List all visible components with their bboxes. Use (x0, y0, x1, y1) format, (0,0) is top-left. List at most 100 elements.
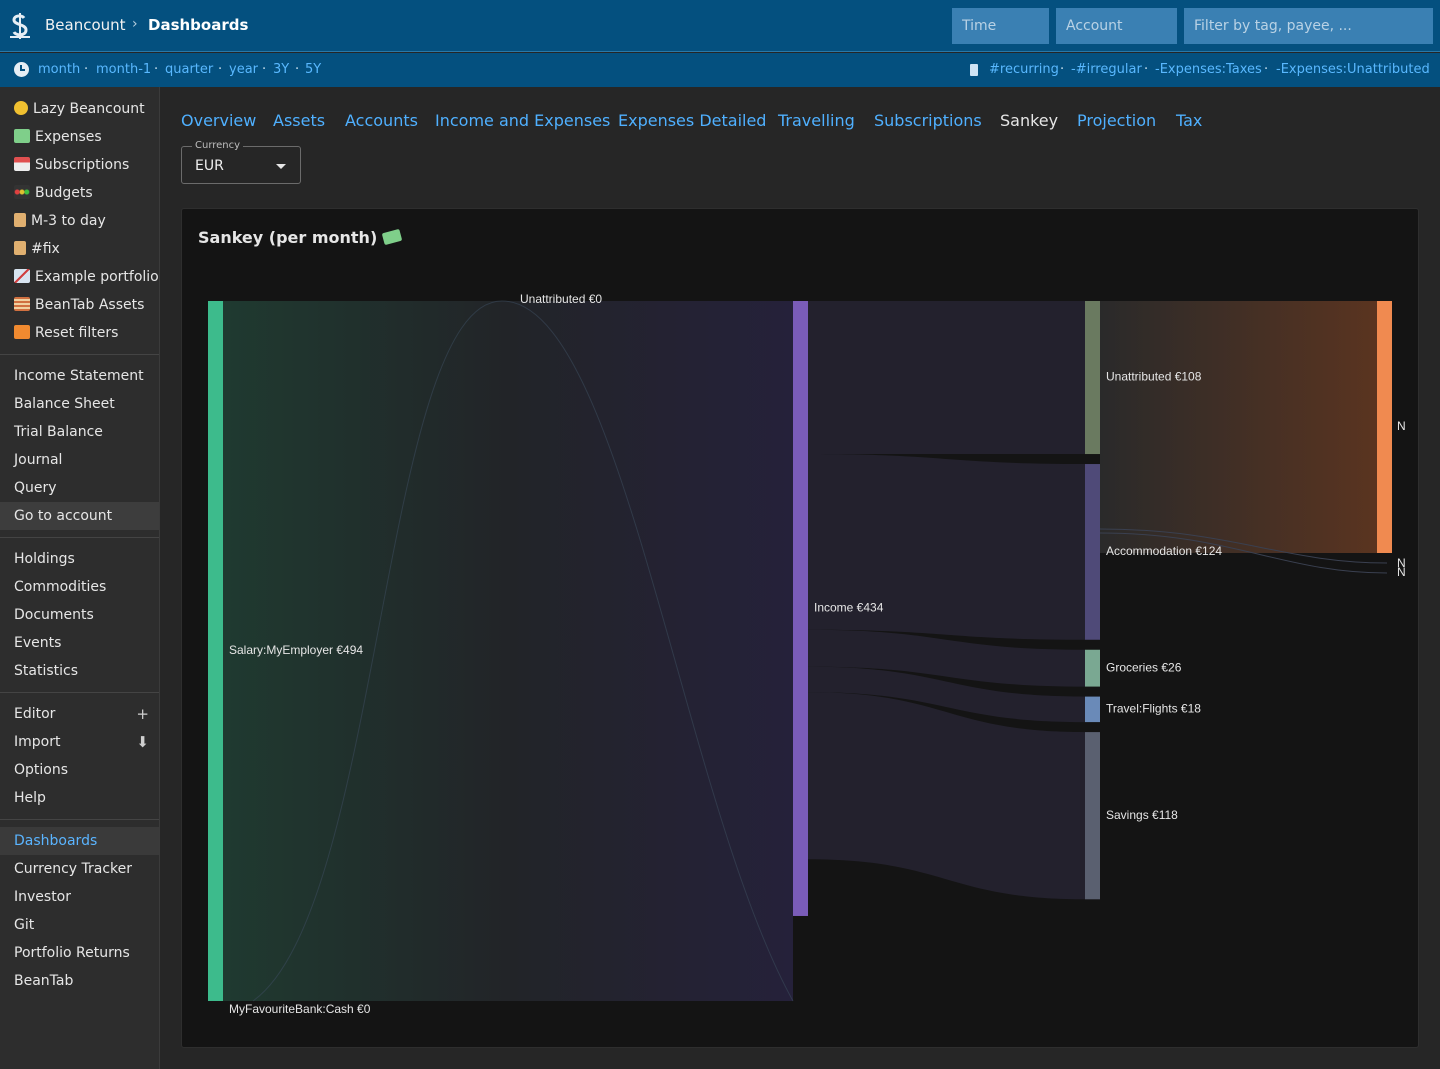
time-separator: · (84, 62, 89, 77)
sankey-label-travel: Travel:Flights €18 (1106, 702, 1201, 716)
page-title: Dashboards (148, 16, 249, 34)
tab-expenses-detailed[interactable]: Expenses Detailed (618, 111, 767, 130)
filter-link-expenses-unattributed[interactable]: -Expenses:Unattributed (1276, 62, 1430, 77)
sankey-link-thin (1099, 532, 1388, 574)
sidebar-item-git[interactable]: Git (14, 917, 35, 933)
sankey-link-income-savings (808, 692, 1085, 900)
filter-link-irregular[interactable]: -#irregular (1071, 62, 1142, 77)
sidebar-item-label: Editor (14, 706, 56, 722)
sidebar-item-import[interactable]: Import ⬇ (0, 728, 159, 756)
sankey-link-thin (1099, 528, 1388, 564)
sidebar-item-subscriptions[interactable]: Subscriptions (0, 151, 159, 179)
scroll-icon (14, 241, 26, 255)
beancount-logo-icon[interactable] (8, 12, 32, 40)
sidebar-item-label: Reset filters (35, 325, 119, 341)
sidebar-item-reset-filters[interactable]: Reset filters (0, 319, 159, 347)
sidebar-item-label: #fix (31, 241, 60, 257)
sankey-label-cash: MyFavouriteBank:Cash €0 (229, 1002, 371, 1016)
sankey-label-truncated: N (1397, 419, 1406, 433)
download-icon[interactable]: ⬇ (136, 733, 149, 751)
tab-subscriptions[interactable]: Subscriptions (874, 111, 982, 130)
traffic-light-icon (14, 185, 30, 199)
sidebar-item-budgets[interactable]: Budgets (0, 179, 159, 207)
sidebar-item-help[interactable]: Help (14, 790, 46, 806)
sankey-node-groceries (1085, 649, 1100, 687)
sidebar-item-documents[interactable]: Documents (14, 607, 94, 623)
account-filter-input[interactable] (1056, 8, 1177, 44)
time-separator: · (295, 62, 300, 77)
time-separator: · (218, 62, 223, 77)
sidebar-item-holdings[interactable]: Holdings (14, 551, 75, 567)
sankey-label-unattributed: Unattributed €108 (1106, 370, 1202, 384)
time-link-month[interactable]: month (38, 62, 81, 77)
sidebar-item-editor[interactable]: Editor + (0, 700, 159, 728)
sidebar-item-beantab-assets[interactable]: BeanTab Assets (0, 291, 159, 319)
sankey-node-salary (208, 301, 223, 1001)
panel-title: Sankey (per month) (198, 228, 403, 247)
sankey-link-income-unattributed (808, 301, 1085, 455)
sidebar-item-go-to-account[interactable]: Go to account (0, 502, 159, 530)
tab-accounts[interactable]: Accounts (345, 111, 418, 130)
currency-select[interactable]: Currency EUR (181, 140, 301, 184)
sidebar-item-example-portfolio[interactable]: Example portfolio (0, 263, 159, 291)
filter-link-recurring[interactable]: #recurring (989, 62, 1059, 77)
time-link-quarter[interactable]: quarter (165, 62, 214, 77)
sankey-label-salary: Salary:MyEmployer €494 (229, 643, 363, 657)
time-link-5y[interactable]: 5Y (305, 62, 322, 77)
sankey-label-truncated: N (1397, 556, 1406, 570)
sidebar-item-dashboards[interactable]: Dashboards (0, 827, 159, 855)
time-separator: · (154, 62, 159, 77)
sankey-link-income-groceries (808, 629, 1085, 687)
sidebar-item-beantab[interactable]: BeanTab (14, 973, 74, 989)
time-filter-input[interactable] (952, 8, 1049, 44)
tag-payee-filter-input[interactable] (1184, 8, 1433, 44)
time-link-month-1[interactable]: month-1 (96, 62, 152, 77)
sankey-node-savings (1085, 732, 1100, 900)
sankey-node-income (793, 301, 808, 916)
sidebar-item-m3-to-day[interactable]: M-3 to day (0, 207, 159, 235)
tab-projection[interactable]: Projection (1077, 111, 1157, 130)
currency-label: Currency (192, 140, 244, 151)
sidebar-item-options[interactable]: Options (14, 762, 69, 778)
abacus-icon (14, 297, 30, 311)
sidebar-item-investor[interactable]: Investor (14, 889, 72, 905)
sankey-label-accommodation: Accommodation €124 (1106, 544, 1222, 558)
brand-name[interactable]: Beancount (45, 16, 126, 34)
sidebar-item-expenses[interactable]: Expenses (0, 123, 159, 151)
breadcrumb-separator: › (132, 16, 138, 32)
sankey-node-accommodation (1085, 464, 1100, 640)
sidebar-item-journal[interactable]: Journal (14, 452, 63, 468)
time-link-year[interactable]: year (229, 62, 259, 77)
coin-icon (14, 101, 28, 115)
sidebar-item-balance-sheet[interactable]: Balance Sheet (14, 396, 115, 412)
tab-income-and-expenses[interactable]: Income and Expenses (435, 111, 611, 130)
currency-value: EUR (195, 158, 224, 174)
sidebar-item-statistics[interactable]: Statistics (14, 663, 78, 679)
sidebar-item-commodities[interactable]: Commodities (14, 579, 107, 595)
time-link-3y[interactable]: 3Y (273, 62, 290, 77)
add-icon[interactable]: + (136, 705, 149, 723)
sankey-link-income-travel (808, 666, 1085, 723)
sankey-label-unattributed-source: Unattributed €0 (520, 292, 602, 306)
sidebar-item-currency-tracker[interactable]: Currency Tracker (14, 861, 133, 877)
tab-tax[interactable]: Tax (1176, 111, 1203, 130)
tab-assets[interactable]: Assets (273, 111, 326, 130)
time-filter-bar: month · month-1 · quarter · year · 3Y · … (0, 53, 1440, 87)
money-with-wings-icon (14, 129, 30, 143)
sankey-node-unattributed (1085, 301, 1100, 455)
tab-sankey[interactable]: Sankey (1000, 111, 1059, 130)
sidebar-divider (0, 692, 159, 693)
sidebar-item-fix[interactable]: #fix (0, 235, 159, 263)
filter-link-expenses-taxes[interactable]: -Expenses:Taxes (1155, 62, 1262, 77)
sidebar-item-lazy-beancount[interactable]: Lazy Beancount (0, 95, 159, 123)
filter-separator: · (1264, 62, 1269, 77)
tab-travelling[interactable]: Travelling (778, 111, 855, 130)
sidebar-item-portfolio-returns[interactable]: Portfolio Returns (14, 945, 130, 961)
sidebar-item-trial-balance[interactable]: Trial Balance (14, 424, 103, 440)
sankey-link-income-accommodation (808, 454, 1085, 640)
chart-down-icon (14, 269, 30, 283)
sidebar-item-events[interactable]: Events (14, 635, 62, 651)
tab-overview[interactable]: Overview (181, 111, 257, 130)
sidebar-item-query[interactable]: Query (14, 480, 57, 496)
sidebar-item-income-statement[interactable]: Income Statement (14, 368, 144, 384)
